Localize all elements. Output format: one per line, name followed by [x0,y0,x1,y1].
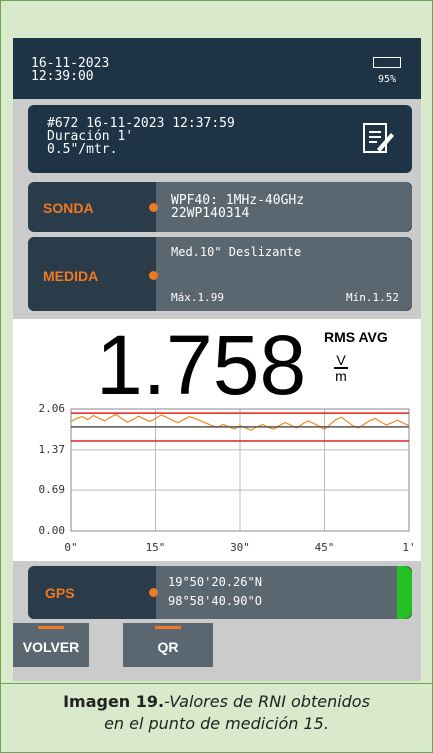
battery-icon [373,57,401,68]
x-tick-label: 0" [64,541,77,554]
button-label: VOLVER [22,639,80,655]
gps-label: GPS [45,585,75,601]
reading-value: 1.758 [96,318,307,412]
unit-top: V [336,352,346,368]
status-bar [13,38,421,99]
session-line: #672 16-11-2023 12:37:59 [47,116,235,131]
y-tick-label: 2.06 [39,402,66,415]
button[interactable]: VOLVER [13,623,89,667]
caption-text: en el punto de medición 15. [104,714,329,733]
gps-indicator [397,566,412,619]
caption-bold: Imagen 19. [63,692,165,711]
measure-label: MEDIDA [43,268,99,284]
arrow [149,271,158,280]
reading-area [13,319,421,561]
caption: Imagen 19.-Valores de RNI obtenidos en e… [1,691,432,735]
probe-model: WPF40: 1MHz-40GHz [171,193,305,208]
y-tick-label: 1.37 [39,443,66,456]
x-tick-label: 15" [146,541,166,554]
x-tick-label: 45" [315,541,335,554]
session-line: Duración 1' [47,129,134,144]
session-line: 0.5"/mtr. [47,142,118,157]
button-label: QR [157,639,179,655]
y-tick-label: 0.00 [39,524,66,537]
measure-mode: Med.10" Deslizante [171,245,302,259]
measure-min: Mín.1.52 [346,291,399,304]
gps-panel [156,566,412,619]
unit-bottom: m [334,367,348,384]
probe-panel [156,182,412,232]
y-tick-label: 0.69 [39,483,66,496]
caption-text: -Valores de RNI obtenidos [164,692,370,711]
date: 16-11-2023 [31,56,110,71]
probe-serial: 22WP140314 [171,206,250,221]
edit-icon [363,123,394,153]
time: 12:39:00 [31,69,94,84]
gps-lon: 98°58'40.90"O [168,594,262,608]
chart: 0.00 0.69 1.37 2.06 0" 15" 30" 45" 1' [39,402,416,554]
data-line [70,413,410,431]
button[interactable]: QR [123,623,213,667]
gps-lat: 19°50'20.26"N [168,575,262,589]
arrow [149,588,158,597]
measure-panel [156,237,412,311]
battery: 95% [378,74,397,85]
measure-max: Máx.1.99 [171,291,224,304]
reading-kind: RMS AVG [324,329,388,345]
x-tick-label: 1' [402,541,415,554]
session-box [28,105,412,173]
plot-frame [70,408,410,532]
arrow [149,203,158,212]
x-tick-label: 30" [230,541,250,554]
probe-label: SONDA [43,200,94,216]
divider [1,683,432,684]
